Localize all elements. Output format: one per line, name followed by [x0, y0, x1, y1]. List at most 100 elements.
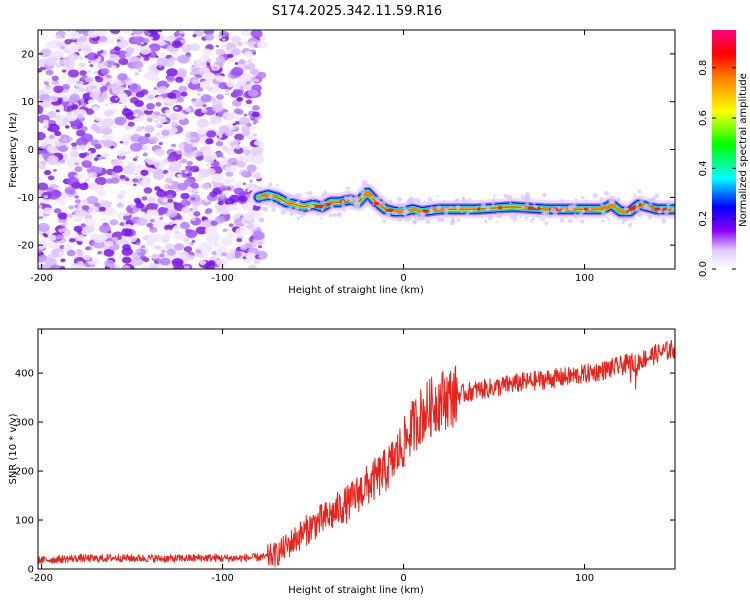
- band-hotspot: [537, 207, 541, 211]
- band-speckle: [509, 201, 512, 204]
- noise-blob: [206, 130, 217, 138]
- noise-blob: [202, 104, 207, 108]
- noise-blob: [78, 144, 87, 151]
- noise-blob: [164, 224, 173, 231]
- noise-blob: [250, 117, 255, 121]
- noise-blob: [87, 171, 98, 179]
- noise-blob: [190, 197, 196, 201]
- noise-blob: [146, 222, 154, 228]
- noise-blob: [236, 155, 245, 162]
- noise-blob: [246, 164, 257, 173]
- noise-blob: [128, 83, 142, 93]
- noise-blob: [110, 177, 120, 184]
- noise-blob: [258, 141, 265, 147]
- noise-blob: [58, 145, 68, 153]
- noise-blob: [143, 214, 152, 221]
- band-speckle: [661, 218, 667, 224]
- noise-blob: [200, 138, 206, 142]
- noise-blob: [196, 92, 201, 96]
- noise-blob: [116, 202, 124, 208]
- noise-blob: [252, 231, 265, 241]
- band-speckle: [397, 216, 403, 222]
- band-speckle: [519, 215, 522, 219]
- noise-blob: [183, 142, 188, 146]
- noise-blob: [135, 249, 141, 254]
- noise-blob: [111, 236, 119, 242]
- noise-blob: [206, 86, 213, 91]
- band-speckle: [623, 206, 629, 211]
- noise-blob: [201, 54, 210, 61]
- noise-blob: [140, 41, 144, 45]
- noise-blob: [91, 264, 96, 268]
- noise-blob: [241, 129, 251, 137]
- noise-blob: [214, 201, 228, 211]
- noise-blob: [247, 89, 259, 97]
- noise-blob: [171, 121, 179, 128]
- noise-blob: [53, 169, 57, 172]
- noise-blob: [244, 65, 251, 70]
- noise-blob: [132, 178, 139, 183]
- noise-blob: [177, 54, 190, 64]
- noise-blob: [191, 98, 196, 102]
- noise-blob: [216, 208, 223, 214]
- noise-blob: [73, 225, 83, 233]
- noise-blob: [71, 125, 78, 130]
- noise-blob: [178, 30, 185, 35]
- noise-blob: [103, 248, 115, 257]
- band-speckle: [290, 195, 294, 199]
- noise-blob: [139, 46, 152, 55]
- band-speckle: [485, 206, 491, 211]
- noise-blob: [65, 112, 78, 122]
- noise-blob: [227, 53, 234, 59]
- band-speckle: [319, 217, 322, 220]
- band-hotspot: [287, 201, 294, 205]
- noise-blob: [104, 103, 109, 107]
- bottom-x-axis-label: Height of straight line (km): [288, 585, 424, 596]
- band-speckle: [440, 217, 445, 222]
- noise-blob: [67, 214, 74, 218]
- noise-blob: [193, 30, 205, 37]
- noise-blob: [211, 173, 224, 183]
- noise-blob: [58, 228, 65, 233]
- noise-blob: [77, 48, 82, 52]
- noise-blob: [52, 50, 65, 59]
- band-speckle: [297, 193, 302, 198]
- noise-blob: [258, 218, 265, 223]
- noise-blob: [110, 145, 115, 149]
- figure-title: S174.2025.342.11.59.R16: [272, 4, 442, 19]
- band-speckle: [427, 201, 430, 204]
- band-hotspot: [322, 202, 331, 206]
- noise-blob: [196, 118, 210, 128]
- band-speckle: [324, 201, 327, 204]
- noise-blob: [230, 57, 237, 63]
- noise-blob: [189, 43, 200, 52]
- noise-blob: [192, 34, 197, 38]
- noise-blob: [77, 174, 85, 180]
- noise-blob: [70, 45, 80, 52]
- noise-blob: [47, 234, 57, 241]
- band-hotspot: [565, 207, 569, 211]
- noise-blob: [129, 142, 143, 152]
- band-speckle: [637, 211, 643, 218]
- noise-blob: [45, 78, 50, 82]
- noise-blob: [90, 124, 100, 131]
- noise-blob: [208, 260, 216, 266]
- band-speckle: [378, 196, 381, 200]
- noise-blob: [132, 30, 144, 35]
- band-speckle: [296, 210, 301, 215]
- band-hotspot: [527, 206, 538, 210]
- band-hotspot: [261, 193, 271, 197]
- noise-blob: [74, 195, 79, 199]
- noise-blob: [48, 134, 55, 139]
- noise-blob: [93, 202, 100, 207]
- band-speckle: [391, 211, 396, 215]
- noise-blob: [62, 83, 70, 90]
- noise-blob: [97, 97, 105, 103]
- noise-blob: [151, 253, 160, 260]
- band-hotspot: [411, 208, 418, 212]
- noise-blob: [87, 99, 95, 105]
- band-speckle: [525, 202, 529, 206]
- noise-blob: [186, 160, 193, 166]
- noise-blob: [180, 199, 189, 206]
